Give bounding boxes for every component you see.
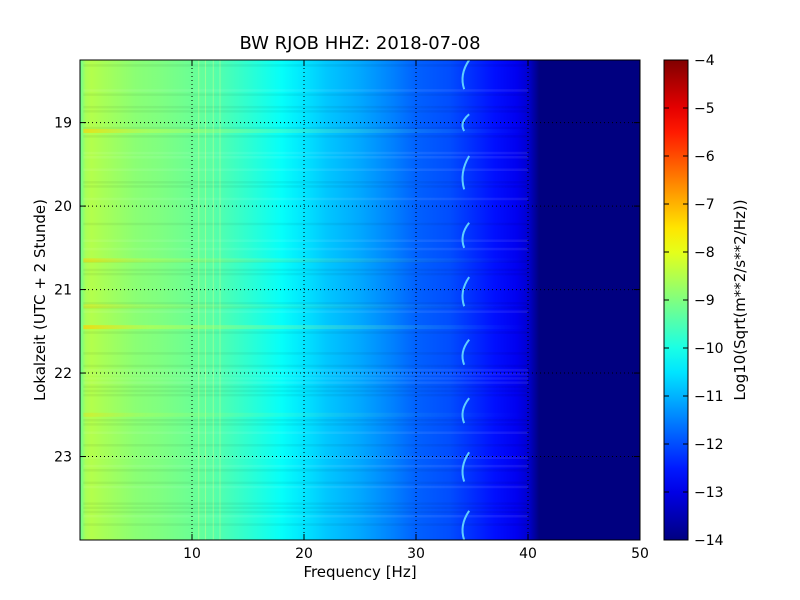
time-striation [83, 418, 529, 422]
tonal-arc [461, 113, 470, 132]
time-striation [83, 247, 529, 251]
time-striation [83, 514, 529, 518]
time-striation [83, 302, 529, 305]
y-tick-label: 21 [54, 283, 72, 299]
time-striation [83, 456, 529, 460]
time-striation [83, 423, 529, 426]
time-striation [83, 268, 529, 272]
tonal-arc [461, 155, 471, 190]
colorbar-tick-label: −10 [694, 341, 724, 357]
time-striation [83, 485, 529, 489]
x-axis-ticks: 10 20 30 40 50 [183, 60, 649, 562]
noise-burst [83, 412, 529, 417]
x-tick-label: 50 [631, 546, 649, 562]
time-striation [83, 510, 529, 514]
time-striation [83, 105, 529, 109]
x-axis-label: Frequency [Hz] [303, 563, 416, 581]
x-tick-label: 10 [183, 546, 201, 562]
spectrogram-background [80, 60, 640, 540]
time-striation [83, 239, 529, 242]
time-striation [83, 368, 529, 372]
colorbar-tick-label: −11 [694, 389, 724, 405]
colorbar: −4 −5 −6 −7 −8 −9 −10 −11 −12 −13 −14 [663, 53, 724, 549]
colorbar-tick-label: −13 [694, 485, 724, 501]
noise-burst [83, 325, 529, 330]
time-striation [83, 197, 529, 201]
x-tick-label: 40 [519, 546, 537, 562]
colorbar-tick-label: −6 [694, 149, 715, 165]
colorbar-tick-label: −5 [694, 101, 715, 117]
time-striation [83, 352, 529, 355]
noise-burst [83, 128, 529, 133]
time-striation [83, 373, 529, 376]
time-striation [83, 381, 529, 384]
y-tick-label: 22 [54, 366, 72, 382]
time-striation [83, 310, 529, 313]
time-striation [83, 523, 529, 526]
tonal-arc [461, 59, 470, 90]
time-striation [83, 464, 529, 468]
time-striation [83, 185, 529, 188]
colorbar-tick-label: −9 [694, 293, 715, 309]
colorbar-tick-label: −7 [694, 197, 715, 213]
noise-burst [83, 258, 529, 263]
tonal-arc [461, 276, 470, 307]
time-striation [83, 331, 529, 334]
time-striation [83, 110, 529, 113]
tonal-arc [461, 397, 470, 424]
plot-frame [79, 59, 641, 541]
time-striation [83, 481, 529, 485]
chart-title: BW RJOB HHZ: 2018-07-08 [239, 33, 480, 54]
tonal-arc [461, 451, 470, 482]
spectrogram-heatmap [80, 59, 640, 541]
spectrogram-plot: 10 20 30 40 50 19 20 21 22 23 [54, 59, 649, 562]
time-striation [83, 151, 529, 155]
time-striation [83, 89, 529, 92]
time-striation [83, 469, 529, 472]
time-striation [83, 222, 529, 226]
time-striation [83, 385, 529, 389]
time-striation [83, 444, 529, 447]
colorbar-tick-label: −12 [694, 437, 724, 453]
y-tick-label: 23 [54, 450, 72, 466]
colorbar-tick-label: −8 [694, 245, 715, 261]
y-axis-ticks: 19 20 21 22 23 [54, 116, 640, 466]
time-striation [83, 93, 529, 96]
y-tick-label: 19 [54, 116, 72, 132]
time-striation [83, 126, 529, 130]
time-striation [83, 431, 529, 434]
x-tick-label: 30 [407, 546, 425, 562]
time-striation [83, 272, 529, 276]
time-striation [83, 64, 529, 67]
grid-lines [80, 60, 640, 540]
time-striation [83, 156, 529, 159]
noise-burst [83, 304, 529, 309]
colorbar-ticks: −4 −5 −6 −7 −8 −9 −10 −11 −12 −13 −14 [664, 53, 724, 549]
colorbar-tick-label: −14 [694, 533, 724, 549]
time-striation [83, 181, 529, 184]
colorbar-tick-label: −4 [694, 53, 715, 69]
y-tick-label: 20 [54, 199, 72, 215]
tonal-arc [461, 222, 470, 249]
tonal-arc [461, 339, 470, 366]
time-striation [83, 506, 529, 510]
time-striation [83, 502, 529, 505]
time-striation [83, 377, 529, 380]
time-striation [83, 168, 529, 172]
time-striation [83, 393, 529, 397]
colorbar-label: Log10(Sqrt(m**2/s**2/Hz)) [731, 199, 749, 400]
y-axis-label: Lokalzeit (UTC + 2 Stunde) [31, 199, 49, 401]
time-striation [83, 135, 529, 138]
x-tick-label: 20 [295, 546, 313, 562]
tonal-arc [461, 510, 470, 541]
time-striation [83, 364, 529, 368]
time-striation [83, 389, 529, 393]
